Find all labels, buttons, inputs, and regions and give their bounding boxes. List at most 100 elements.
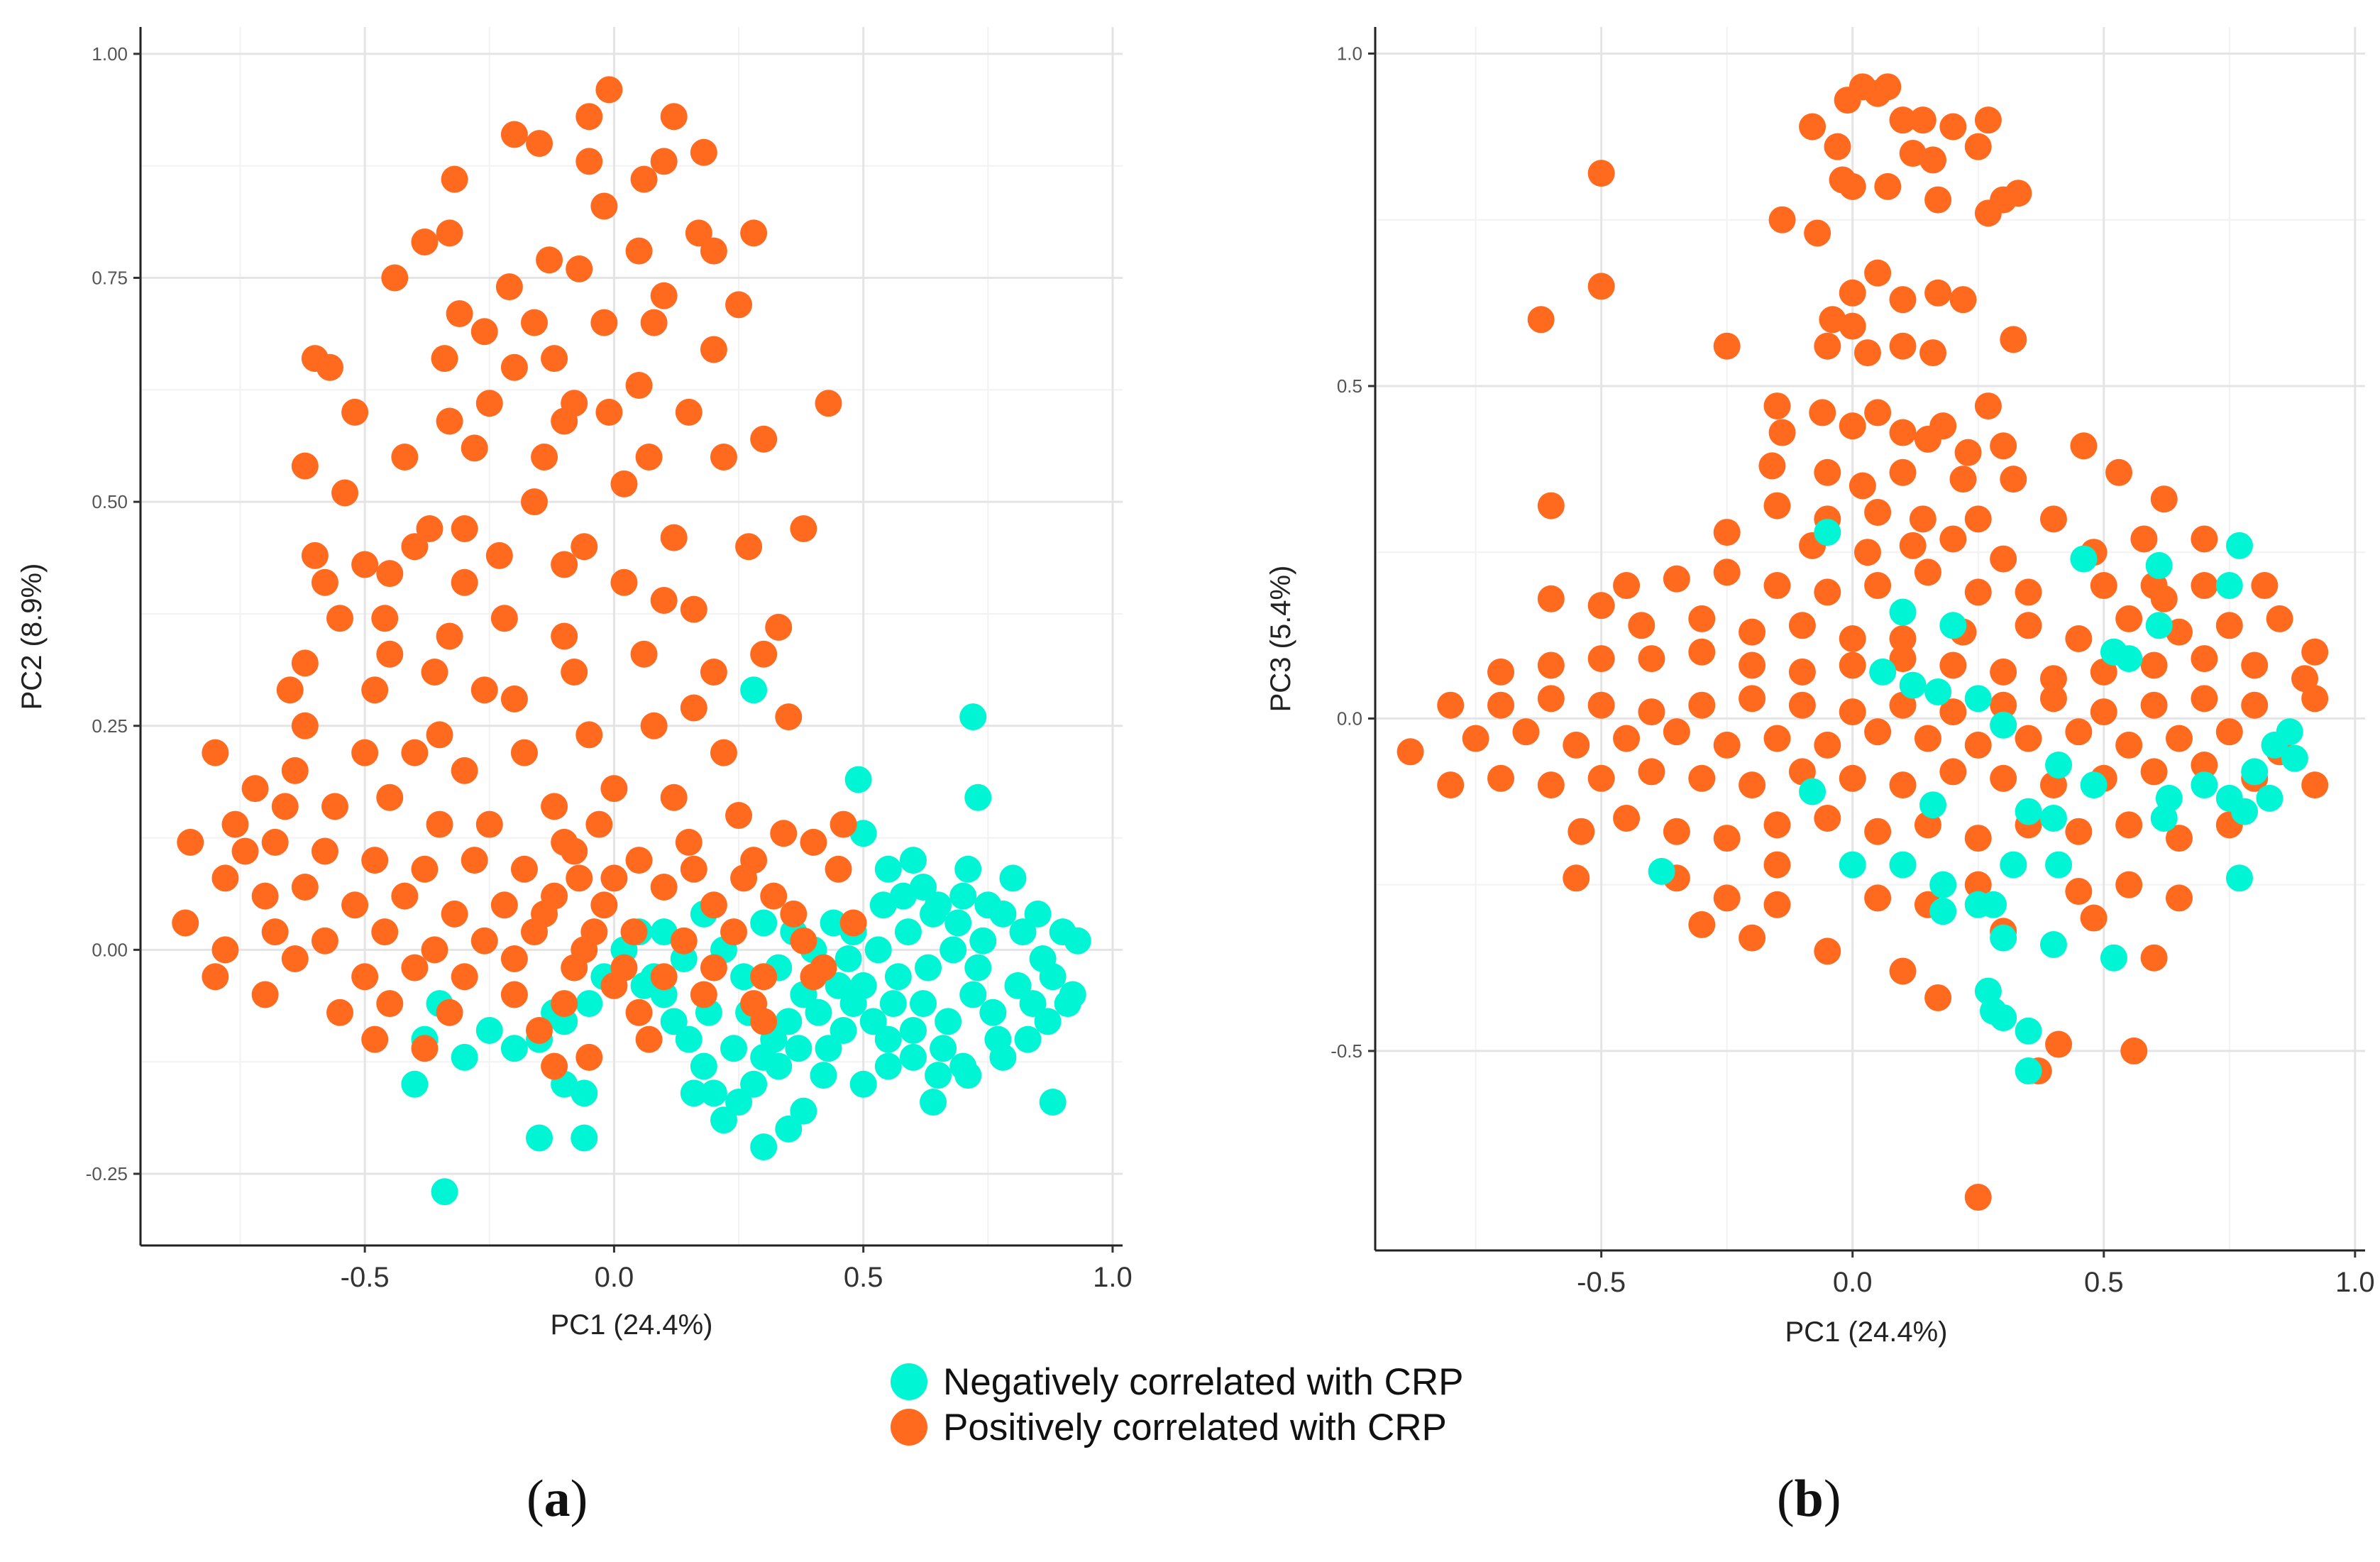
data-point [2140, 691, 2168, 719]
data-point [765, 613, 793, 641]
data-point [790, 1097, 817, 1125]
data-point [2150, 804, 2178, 832]
data-point [551, 407, 578, 435]
y-tick-label: 0.5 [1337, 375, 1362, 397]
data-point [2145, 551, 2173, 579]
data-point [291, 874, 319, 901]
x-tick-label: -0.5 [341, 1262, 390, 1293]
data-point [495, 273, 523, 301]
data-point [1974, 392, 2002, 420]
data-point [485, 541, 513, 569]
data-point [490, 605, 518, 632]
data-point [1009, 918, 1037, 946]
data-point [2191, 572, 2218, 600]
data-point [1713, 332, 1741, 360]
x-tick-label: 0.5 [2084, 1267, 2124, 1298]
data-point [1763, 851, 1791, 879]
data-point [1688, 605, 1716, 632]
data-point [625, 847, 653, 874]
data-point [1537, 771, 1565, 799]
data-point [401, 533, 429, 561]
data-point [590, 192, 618, 220]
data-point [650, 587, 678, 614]
data-point [1990, 711, 2017, 739]
data-point [1814, 332, 1841, 360]
data-point [521, 309, 549, 336]
data-point [521, 488, 549, 516]
data-point [311, 837, 338, 865]
data-point [1537, 651, 1565, 679]
data-point [541, 793, 568, 820]
data-point [690, 981, 717, 1008]
data-point [371, 918, 399, 946]
data-point [2015, 725, 2042, 752]
data-point [590, 891, 618, 919]
data-point [735, 533, 763, 561]
data-point [610, 954, 638, 981]
data-point [859, 1008, 887, 1035]
data-point [411, 229, 439, 255]
data-point [2045, 1030, 2073, 1058]
data-point [1990, 924, 2017, 952]
data-point [475, 390, 503, 417]
data-point [700, 954, 727, 981]
data-point [620, 918, 648, 946]
data-point [1563, 864, 1590, 892]
data-point [1839, 625, 1866, 652]
data-point [959, 981, 987, 1008]
data-point [251, 981, 279, 1008]
data-point [740, 219, 768, 247]
data-point [720, 1035, 748, 1062]
data-point [595, 76, 623, 104]
data-point [815, 390, 842, 417]
data-point [849, 1070, 877, 1098]
y-tick-label: 0.0 [1337, 708, 1362, 729]
data-point [301, 345, 329, 373]
data-point [575, 103, 603, 131]
data-point [1939, 612, 1967, 639]
data-point [326, 999, 354, 1026]
y-tick-label: -0.5 [1331, 1040, 1362, 1062]
data-point [1909, 505, 1936, 533]
x-tick-label: 1.0 [2335, 1267, 2375, 1298]
data-point [510, 855, 538, 883]
data-point [2130, 525, 2158, 553]
data-point [2115, 871, 2143, 898]
data-point [800, 828, 827, 856]
data-point [1849, 472, 1876, 500]
data-point [630, 640, 658, 668]
data-point [650, 148, 678, 175]
data-point [391, 882, 419, 910]
data-point [874, 1025, 902, 1053]
data-point [1889, 332, 1917, 360]
legend-marker-positive [891, 1409, 927, 1446]
data-point [2045, 851, 2073, 879]
data-point [2140, 944, 2168, 972]
data-point [1919, 146, 1947, 174]
y-tick-label: 0.75 [92, 268, 128, 289]
data-point [700, 336, 727, 363]
data-point [2015, 578, 2042, 606]
data-point [2000, 851, 2027, 879]
data-point [1949, 286, 1977, 314]
data-point [825, 972, 852, 999]
data-point [311, 568, 338, 596]
data-point [2090, 572, 2117, 600]
data-point [2291, 665, 2319, 693]
data-point [2115, 731, 2143, 759]
data-point [879, 990, 907, 1018]
data-point [1964, 578, 1992, 606]
data-point [2090, 698, 2117, 726]
data-point [2191, 525, 2218, 553]
data-point [750, 909, 778, 937]
data-point [1990, 432, 2017, 460]
data-point [2256, 784, 2283, 812]
data-point [1869, 658, 1897, 686]
data-point [411, 1035, 439, 1062]
data-point [510, 739, 538, 766]
data-point [720, 918, 748, 946]
data-point [541, 345, 568, 373]
data-point [1839, 698, 1866, 726]
data-point [1739, 771, 1766, 799]
data-point [680, 855, 707, 883]
